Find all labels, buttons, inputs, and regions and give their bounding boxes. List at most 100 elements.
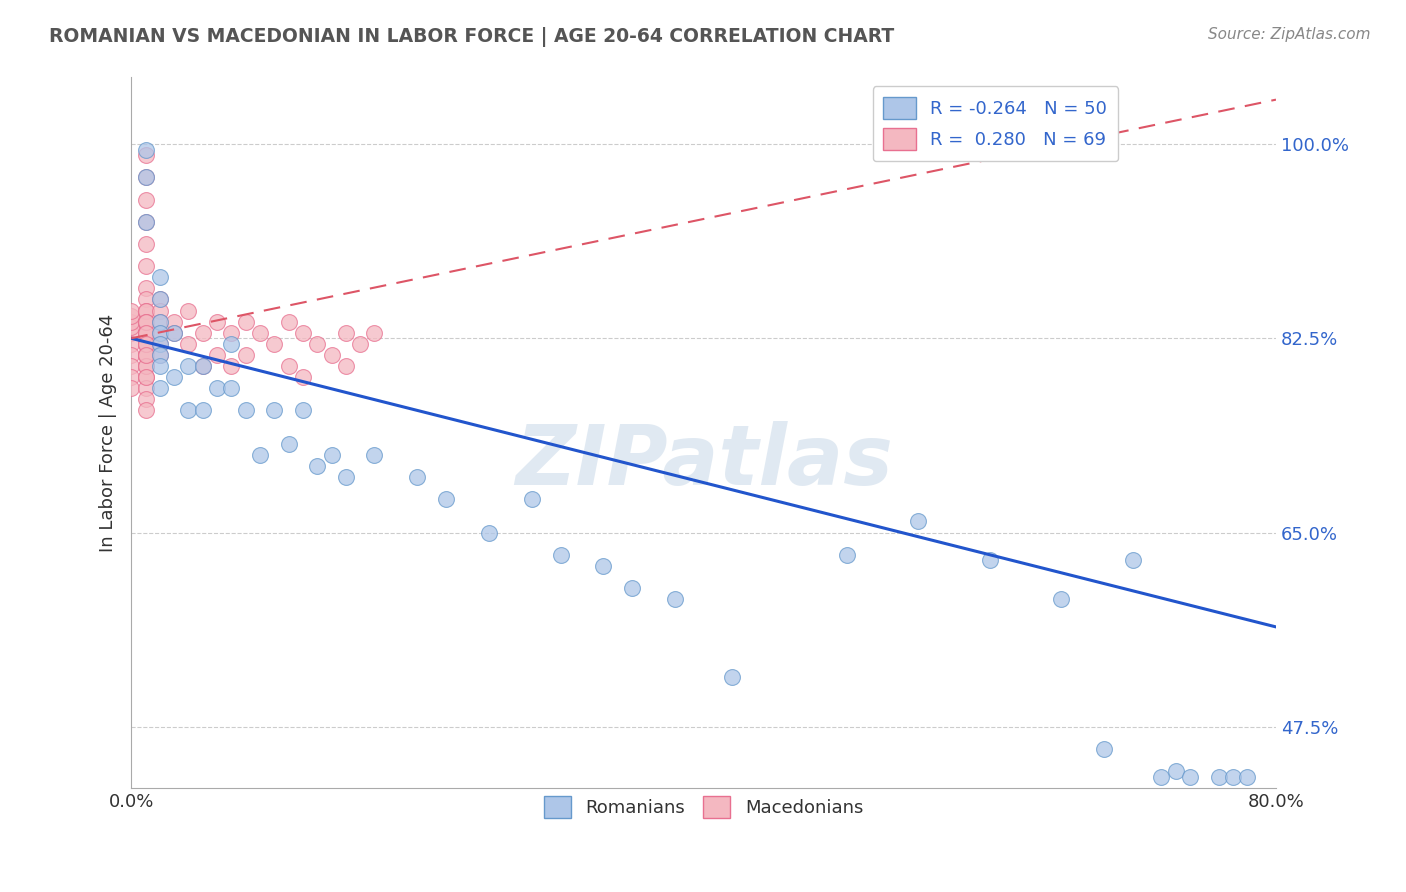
Point — [235, 403, 257, 417]
Point — [177, 359, 200, 373]
Point — [205, 315, 228, 329]
Point — [321, 448, 343, 462]
Point — [177, 303, 200, 318]
Point — [363, 326, 385, 340]
Point — [149, 293, 172, 307]
Point — [277, 436, 299, 450]
Point — [135, 359, 157, 373]
Point — [249, 326, 271, 340]
Text: ZIPatlas: ZIPatlas — [515, 420, 893, 501]
Point — [120, 336, 142, 351]
Point — [149, 293, 172, 307]
Point — [135, 193, 157, 207]
Point — [263, 403, 285, 417]
Point — [135, 336, 157, 351]
Point — [335, 470, 357, 484]
Point — [120, 326, 142, 340]
Point — [349, 336, 371, 351]
Point — [291, 326, 314, 340]
Point — [1092, 742, 1115, 756]
Point — [120, 309, 142, 323]
Point — [191, 359, 214, 373]
Point — [135, 170, 157, 185]
Point — [135, 392, 157, 407]
Point — [406, 470, 429, 484]
Point — [149, 348, 172, 362]
Point — [149, 336, 172, 351]
Point — [221, 336, 243, 351]
Point — [135, 148, 157, 162]
Point — [149, 326, 172, 340]
Point — [149, 326, 172, 340]
Point — [149, 315, 172, 329]
Point — [120, 315, 142, 329]
Point — [120, 359, 142, 373]
Point — [907, 515, 929, 529]
Point — [979, 553, 1001, 567]
Point — [149, 270, 172, 285]
Point — [291, 370, 314, 384]
Point — [621, 581, 644, 595]
Point — [205, 348, 228, 362]
Point — [120, 303, 142, 318]
Point — [135, 326, 157, 340]
Point — [135, 348, 157, 362]
Point — [235, 315, 257, 329]
Point — [135, 315, 157, 329]
Text: ROMANIAN VS MACEDONIAN IN LABOR FORCE | AGE 20-64 CORRELATION CHART: ROMANIAN VS MACEDONIAN IN LABOR FORCE | … — [49, 27, 894, 46]
Point — [177, 336, 200, 351]
Point — [135, 403, 157, 417]
Point — [550, 548, 572, 562]
Point — [363, 448, 385, 462]
Point — [1050, 592, 1073, 607]
Point — [291, 403, 314, 417]
Point — [235, 348, 257, 362]
Point — [835, 548, 858, 562]
Point — [1150, 770, 1173, 784]
Point — [177, 403, 200, 417]
Point — [135, 143, 157, 157]
Point — [149, 359, 172, 373]
Point — [221, 359, 243, 373]
Point — [135, 359, 157, 373]
Point — [721, 670, 744, 684]
Point — [135, 348, 157, 362]
Point — [163, 315, 186, 329]
Point — [135, 348, 157, 362]
Point — [135, 170, 157, 185]
Point — [221, 326, 243, 340]
Point — [1222, 770, 1244, 784]
Point — [277, 359, 299, 373]
Point — [149, 336, 172, 351]
Point — [135, 281, 157, 295]
Point — [277, 315, 299, 329]
Point — [520, 492, 543, 507]
Point — [205, 381, 228, 395]
Point — [163, 326, 186, 340]
Point — [478, 525, 501, 540]
Point — [1208, 770, 1230, 784]
Point — [263, 336, 285, 351]
Point — [135, 236, 157, 251]
Point — [135, 336, 157, 351]
Point — [135, 215, 157, 229]
Point — [135, 303, 157, 318]
Point — [249, 448, 271, 462]
Point — [135, 370, 157, 384]
Point — [149, 315, 172, 329]
Point — [120, 348, 142, 362]
Point — [335, 359, 357, 373]
Point — [120, 381, 142, 395]
Point — [149, 348, 172, 362]
Point — [135, 336, 157, 351]
Point — [149, 303, 172, 318]
Point — [135, 326, 157, 340]
Point — [664, 592, 686, 607]
Point — [135, 259, 157, 273]
Point — [191, 326, 214, 340]
Point — [307, 458, 329, 473]
Y-axis label: In Labor Force | Age 20-64: In Labor Force | Age 20-64 — [100, 313, 117, 552]
Point — [1236, 770, 1258, 784]
Point — [191, 403, 214, 417]
Point — [163, 370, 186, 384]
